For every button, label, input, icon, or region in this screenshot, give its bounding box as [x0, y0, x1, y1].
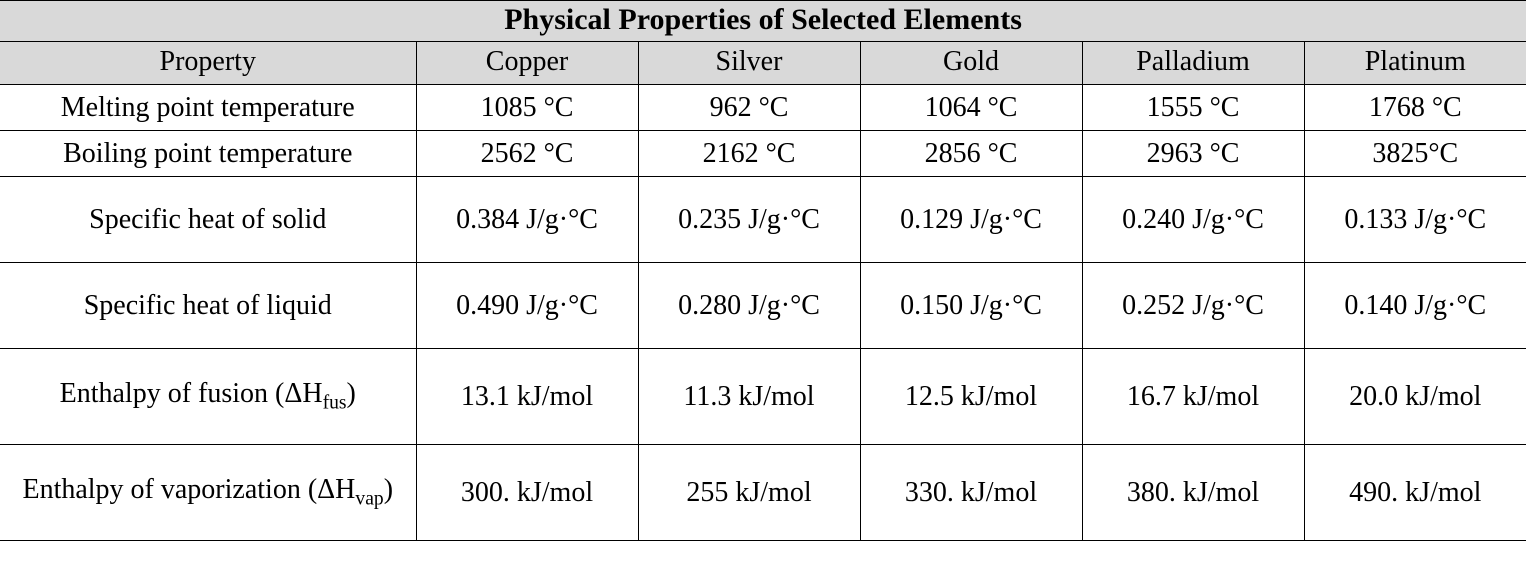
prop-prefix: Enthalpy of vaporization (ΔH	[22, 474, 355, 505]
col-silver: Silver	[638, 42, 860, 85]
prop-sub: vap	[355, 489, 383, 510]
property-cell: Specific heat of solid	[0, 177, 416, 263]
col-copper: Copper	[416, 42, 638, 85]
value-cell: 0.252 J/g·°C	[1082, 263, 1304, 349]
value-cell: 255 kJ/mol	[638, 445, 860, 541]
properties-table: Physical Properties of Selected Elements…	[0, 0, 1526, 541]
value-cell: 0.490 J/g·°C	[416, 263, 638, 349]
value-cell: 0.133 J/g·°C	[1304, 177, 1526, 263]
value-cell: 1064 °C	[860, 85, 1082, 131]
value-cell: 3825°C	[1304, 131, 1526, 177]
table-row: Enthalpy of fusion (ΔHfus) 13.1 kJ/mol 1…	[0, 349, 1526, 445]
prop-sub: fus	[323, 393, 347, 414]
table-row: Boiling point temperature 2562 °C 2162 °…	[0, 131, 1526, 177]
value-cell: 0.140 J/g·°C	[1304, 263, 1526, 349]
value-cell: 1768 °C	[1304, 85, 1526, 131]
value-cell: 380. kJ/mol	[1082, 445, 1304, 541]
value-cell: 20.0 kJ/mol	[1304, 349, 1526, 445]
property-cell: Enthalpy of fusion (ΔHfus)	[0, 349, 416, 445]
table-row: Melting point temperature 1085 °C 962 °C…	[0, 85, 1526, 131]
table-title: Physical Properties of Selected Elements	[0, 1, 1526, 42]
property-cell: Specific heat of liquid	[0, 263, 416, 349]
table-row: Enthalpy of vaporization (ΔHvap) 300. kJ…	[0, 445, 1526, 541]
value-cell: 300. kJ/mol	[416, 445, 638, 541]
value-cell: 0.280 J/g·°C	[638, 263, 860, 349]
prop-prefix: Enthalpy of fusion (ΔH	[60, 378, 323, 409]
prop-suffix: )	[347, 378, 356, 409]
col-property: Property	[0, 42, 416, 85]
value-cell: 11.3 kJ/mol	[638, 349, 860, 445]
value-cell: 2562 °C	[416, 131, 638, 177]
value-cell: 13.1 kJ/mol	[416, 349, 638, 445]
table-header-row: Property Copper Silver Gold Palladium Pl…	[0, 42, 1526, 85]
value-cell: 330. kJ/mol	[860, 445, 1082, 541]
value-cell: 0.235 J/g·°C	[638, 177, 860, 263]
value-cell: 0.240 J/g·°C	[1082, 177, 1304, 263]
prop-suffix: )	[384, 474, 393, 505]
value-cell: 1555 °C	[1082, 85, 1304, 131]
value-cell: 0.129 J/g·°C	[860, 177, 1082, 263]
property-cell: Melting point temperature	[0, 85, 416, 131]
value-cell: 16.7 kJ/mol	[1082, 349, 1304, 445]
col-platinum: Platinum	[1304, 42, 1526, 85]
value-cell: 12.5 kJ/mol	[860, 349, 1082, 445]
value-cell: 1085 °C	[416, 85, 638, 131]
table-row: Specific heat of liquid 0.490 J/g·°C 0.2…	[0, 263, 1526, 349]
value-cell: 2162 °C	[638, 131, 860, 177]
property-cell: Enthalpy of vaporization (ΔHvap)	[0, 445, 416, 541]
property-cell: Boiling point temperature	[0, 131, 416, 177]
value-cell: 490. kJ/mol	[1304, 445, 1526, 541]
col-palladium: Palladium	[1082, 42, 1304, 85]
table-row: Specific heat of solid 0.384 J/g·°C 0.23…	[0, 177, 1526, 263]
value-cell: 2963 °C	[1082, 131, 1304, 177]
col-gold: Gold	[860, 42, 1082, 85]
value-cell: 0.384 J/g·°C	[416, 177, 638, 263]
value-cell: 0.150 J/g·°C	[860, 263, 1082, 349]
value-cell: 2856 °C	[860, 131, 1082, 177]
value-cell: 962 °C	[638, 85, 860, 131]
